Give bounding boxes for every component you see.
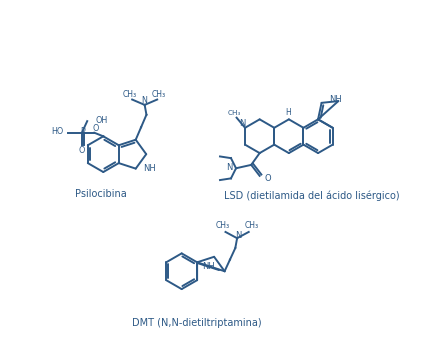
- Text: NH: NH: [202, 262, 215, 271]
- Text: N: N: [235, 231, 241, 240]
- Text: Psilocibina: Psilocibina: [75, 189, 127, 199]
- Text: N: N: [239, 119, 245, 128]
- Text: LSD (dietilamida del ácido lisérgico): LSD (dietilamida del ácido lisérgico): [225, 191, 400, 201]
- Text: N: N: [142, 97, 147, 105]
- Text: NH: NH: [143, 164, 155, 173]
- Text: O: O: [265, 174, 271, 183]
- Text: N: N: [226, 163, 232, 172]
- Text: NH: NH: [329, 95, 342, 104]
- Text: CH₃: CH₃: [228, 110, 241, 116]
- Text: P: P: [81, 127, 85, 136]
- Text: CH₃: CH₃: [216, 221, 230, 231]
- Text: HO: HO: [52, 127, 63, 136]
- Text: O: O: [79, 146, 85, 155]
- Text: CH₃: CH₃: [123, 90, 137, 99]
- Text: H: H: [285, 108, 291, 117]
- Text: CH₃: CH₃: [245, 221, 259, 231]
- Text: O: O: [92, 124, 98, 133]
- Text: DMT (N,N-dietiltriptamina): DMT (N,N-dietiltriptamina): [132, 318, 262, 328]
- Text: OH: OH: [95, 115, 107, 125]
- Text: CH₃: CH₃: [152, 90, 166, 99]
